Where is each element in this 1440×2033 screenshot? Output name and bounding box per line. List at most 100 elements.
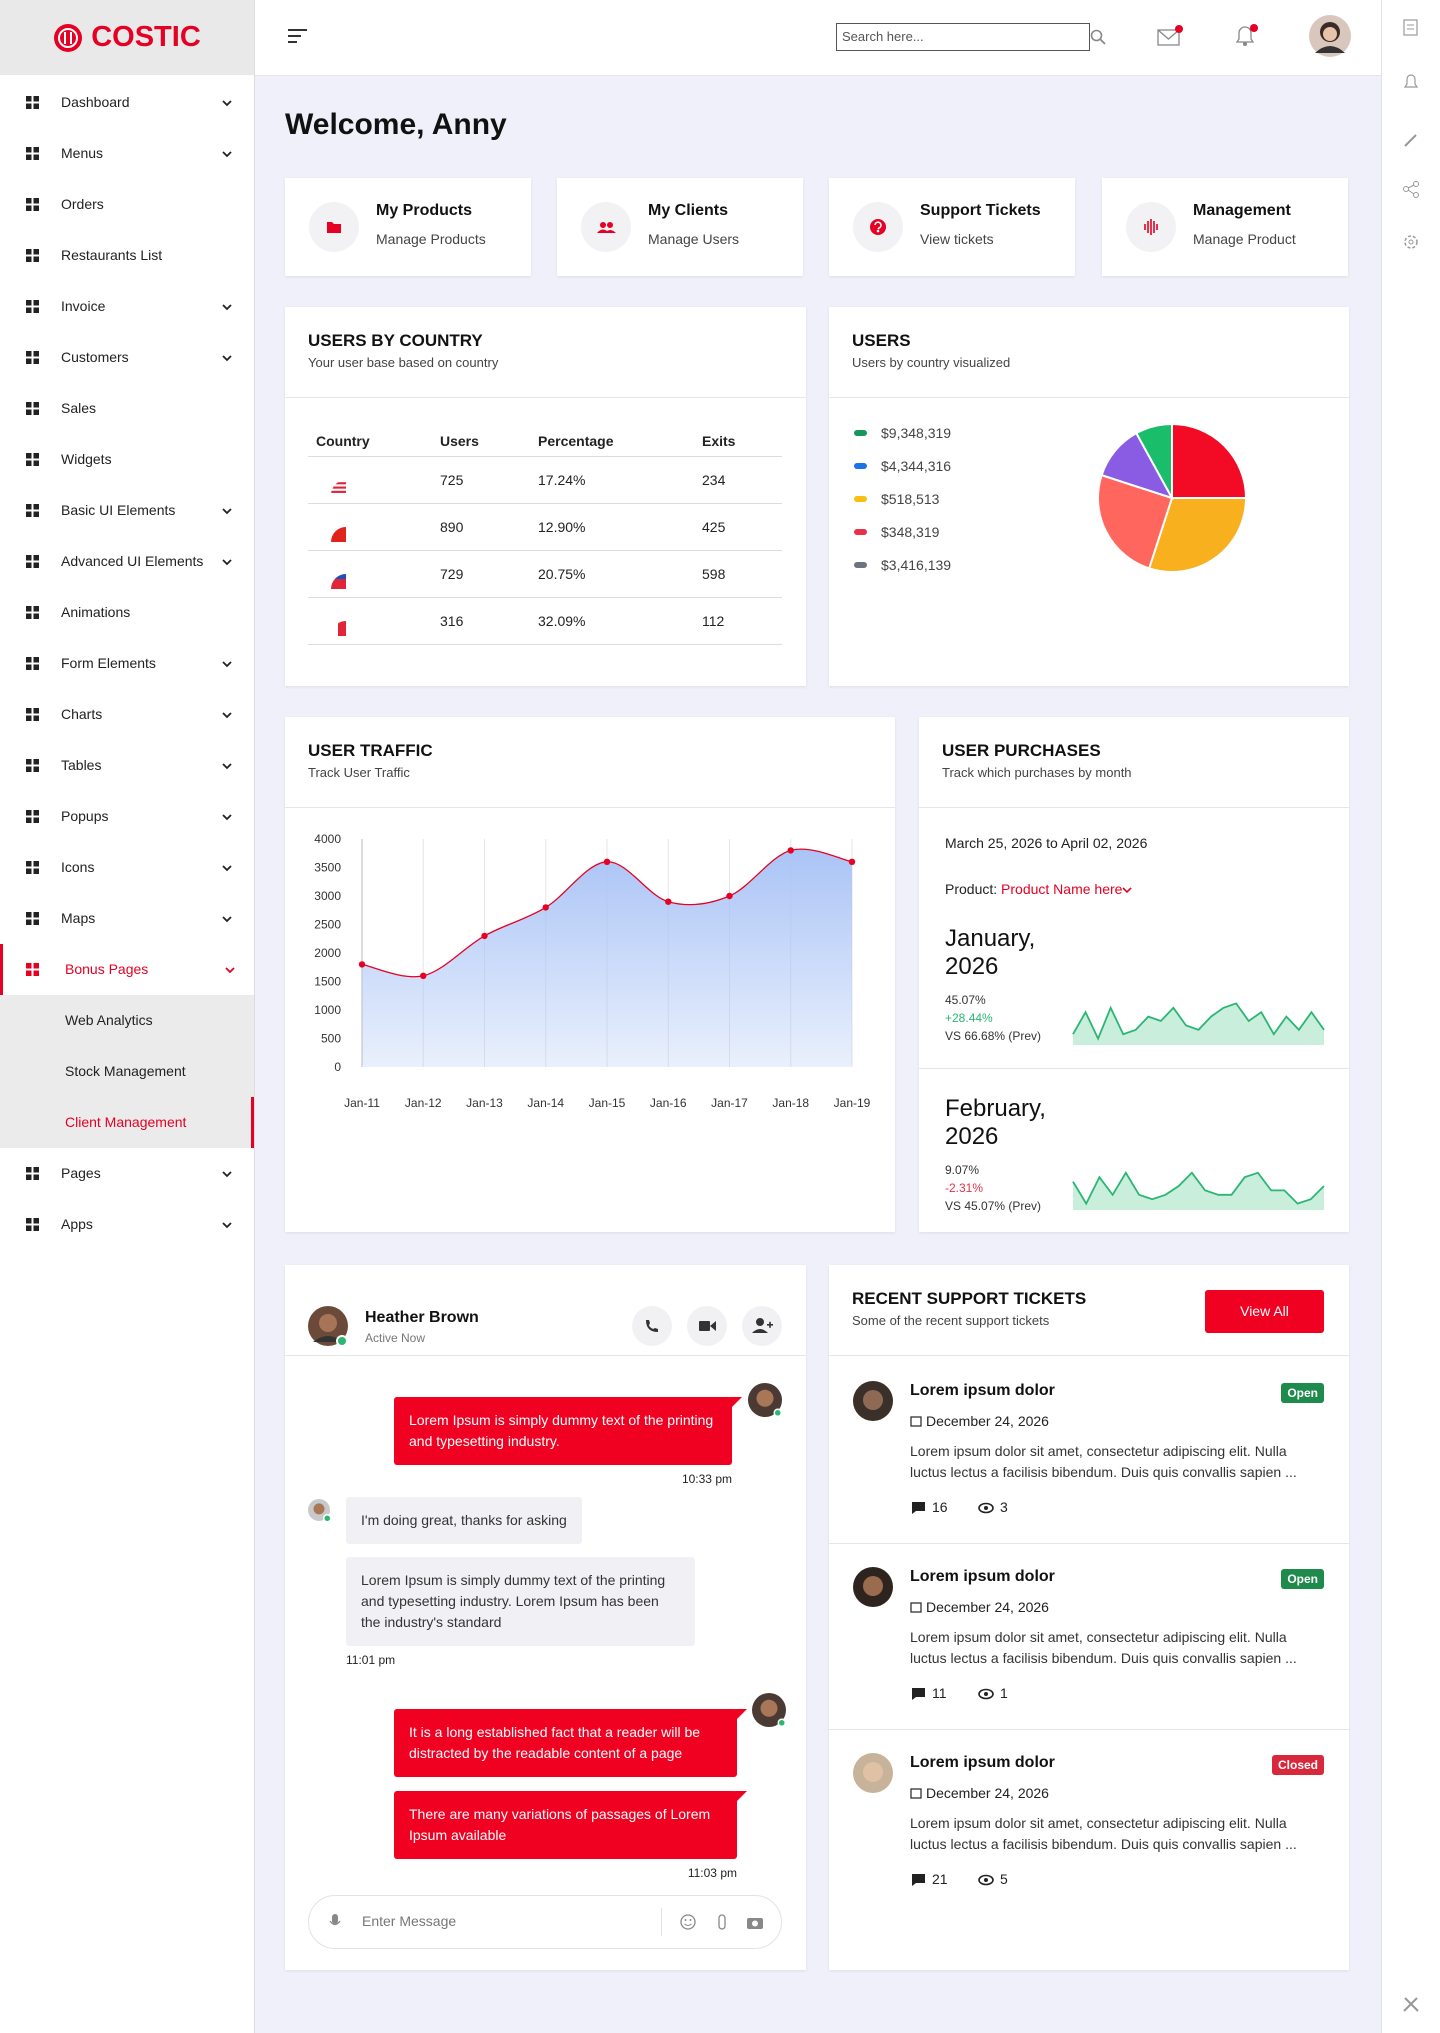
sidebar: COSTIC Dashboard Menus Orders Restaurants L… (0, 0, 255, 2033)
message-time: 10:33 pm (681, 1472, 732, 1486)
tools-icon[interactable] (1402, 1995, 1420, 2013)
message: Lorem Ipsum is simply dummy text of the … (394, 1397, 742, 1486)
submenu-item[interactable]: Client Management (0, 1097, 254, 1148)
ticket-icons (912, 1874, 994, 1886)
menu-item[interactable]: Animations (0, 587, 254, 638)
product-label: Product: (945, 881, 998, 897)
quick-icon (853, 202, 903, 252)
chevron (222, 814, 232, 821)
legend-label: $4,344,316 (881, 458, 952, 474)
icon-shape (33, 460, 39, 466)
view-count: 1 (1000, 1685, 1008, 1701)
menu-icon (26, 198, 39, 211)
ticket: Lorem ipsum dolor Closed December 24, 2026… (829, 1729, 1349, 1915)
column-header: Users (440, 433, 479, 449)
chevron-shape (222, 712, 232, 719)
menu-item[interactable]: Menus (0, 128, 254, 179)
bell-icon[interactable] (1233, 22, 1261, 48)
user-avatar[interactable] (1309, 15, 1351, 57)
menu-item[interactable]: Dashboard (0, 77, 254, 128)
point (848, 858, 856, 865)
icon-shape (26, 562, 32, 568)
menu-item[interactable]: Invoice (0, 281, 254, 332)
menu-toggle[interactable] (288, 28, 308, 44)
quick-card[interactable]: Management Manage Product (1102, 178, 1348, 276)
search-icon[interactable] (1090, 29, 1106, 45)
icon-shape (874, 221, 882, 230)
spark-line (1072, 1171, 1325, 1206)
card-title: USER PURCHASES (942, 741, 1101, 760)
quick-card[interactable]: My Products Manage Products (285, 178, 531, 276)
icon-shape (26, 205, 32, 211)
menu-item[interactable]: Customers (0, 332, 254, 383)
users-by-country-card: USERS BY COUNTRY Your user base based on… (285, 307, 806, 686)
icon-shape (26, 657, 32, 663)
menu-item[interactable]: Restaurants List (0, 230, 254, 281)
view-all-button[interactable]: View All (1205, 1290, 1324, 1333)
mail-icon[interactable] (1157, 24, 1183, 48)
menu-item[interactable]: Orders (0, 179, 254, 230)
mic-icon[interactable] (329, 1914, 341, 1930)
rail-icons[interactable] (1402, 19, 1420, 269)
menu-item[interactable]: Maps (0, 893, 254, 944)
menu-item[interactable]: Icons (0, 842, 254, 893)
menu-icon (26, 1218, 39, 1231)
submenu-item[interactable]: Stock Management (0, 1046, 254, 1097)
quick-card[interactable]: My Clients Manage Users (557, 178, 803, 276)
card-title: USERS BY COUNTRY (308, 331, 483, 350)
menu-item[interactable]: Basic UI Elements (0, 485, 254, 536)
menu-item[interactable]: Form Elements (0, 638, 254, 689)
icon-shape (33, 1218, 39, 1224)
quick-title: Support Tickets (920, 202, 1041, 219)
comment-count: 11 (932, 1685, 947, 1701)
y-tick-label: 1000 (314, 1003, 341, 1017)
menu-item[interactable]: Advanced UI Elements (0, 536, 254, 587)
submenu-item[interactable]: Web Analytics (0, 995, 254, 1046)
menu-icon (26, 912, 39, 925)
chevron (222, 763, 232, 770)
input-icons[interactable] (679, 1913, 769, 1931)
product-value[interactable]: Product Name here (1001, 881, 1123, 897)
logo[interactable]: COSTIC (0, 0, 254, 75)
menu-item[interactable]: Bonus Pages (0, 944, 254, 995)
menu-item[interactable]: Pages (0, 1148, 254, 1199)
menu-item[interactable]: Apps (0, 1199, 254, 1250)
chevron (222, 661, 232, 668)
menu-item[interactable]: Charts (0, 689, 254, 740)
flag-part (331, 517, 333, 519)
message-avatar (752, 1693, 786, 1727)
percent: 45.07% (945, 993, 986, 1007)
chevron (222, 304, 232, 311)
chevron-shape (225, 967, 235, 974)
menu-item[interactable]: Popups (0, 791, 254, 842)
menu-item[interactable]: Sales (0, 383, 254, 434)
message-input[interactable]: Enter Message (308, 1895, 782, 1949)
menu-item[interactable]: Widgets (0, 434, 254, 485)
search-input[interactable]: Search here... (836, 23, 1090, 51)
menu-label: Tables (61, 757, 102, 773)
chevron-shape (222, 763, 232, 770)
message-bubble: Lorem Ipsum is simply dummy text of the … (394, 1397, 742, 1465)
view-count: 5 (1000, 1871, 1008, 1887)
eye-icon (978, 1688, 994, 1700)
flag-part (332, 523, 334, 525)
chevron (225, 967, 235, 974)
comment-count: 16 (932, 1499, 948, 1515)
divider (285, 1355, 806, 1356)
icon-shape (1156, 224, 1158, 230)
chat-actions[interactable] (632, 1306, 784, 1346)
support-tickets-card: RECENT SUPPORT TICKETS Some of the recen… (829, 1265, 1349, 1970)
quick-card[interactable]: Support Tickets View tickets (829, 178, 1075, 276)
menu-label: Popups (61, 808, 109, 824)
flag-part (331, 482, 346, 485)
message-time: 11:01 pm (346, 1653, 396, 1667)
product-filter[interactable]: Product: Product Name here (945, 881, 1133, 897)
icon-shape (910, 1602, 922, 1613)
quick-icon (1126, 202, 1176, 252)
menu-label: Apps (61, 1216, 93, 1232)
icon (1144, 219, 1158, 235)
comment-count: 21 (932, 1871, 948, 1887)
online-dot (777, 1718, 786, 1727)
chevron-shape (222, 304, 232, 311)
menu-item[interactable]: Tables (0, 740, 254, 791)
